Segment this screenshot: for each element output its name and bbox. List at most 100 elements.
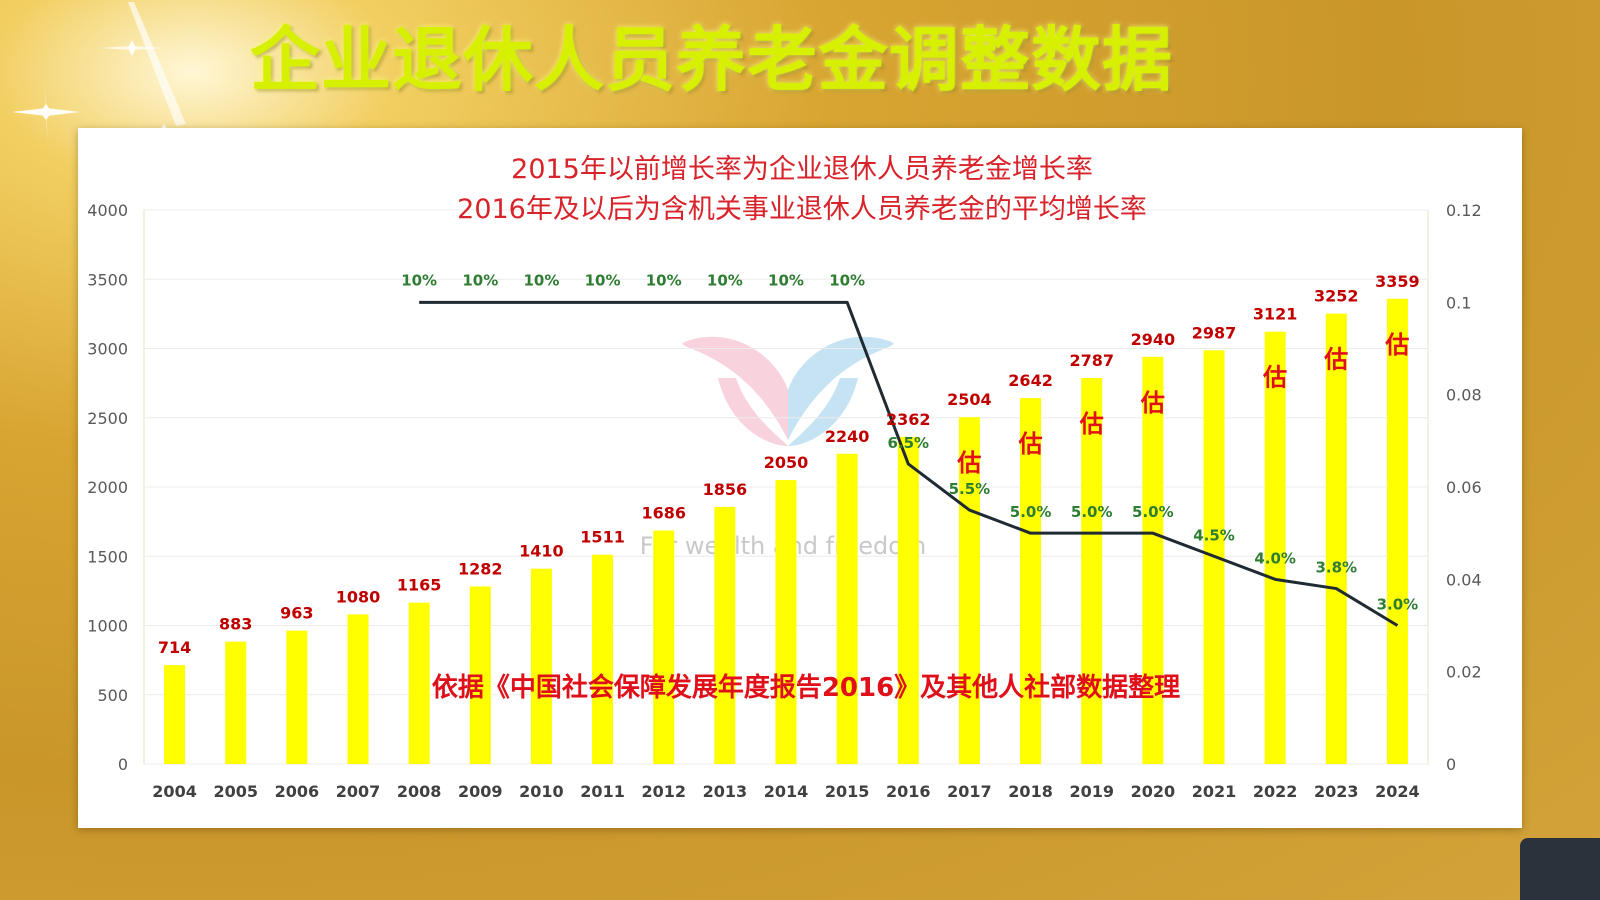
- estimate-marker: 估: [1323, 346, 1348, 374]
- source-annotation: 依据《中国社会保障发展年度报告2016》及其他人社部数据整理: [432, 672, 1180, 703]
- x-axis-tick-label: 2011: [580, 782, 625, 801]
- x-axis-tick-label: 2012: [641, 782, 686, 801]
- bar-value-label: 1165: [397, 576, 442, 595]
- bar: [775, 480, 797, 764]
- pension-chart: For wealth and freedom 05001000150020002…: [87, 154, 1482, 801]
- bar-value-label: 2240: [825, 427, 870, 446]
- right-axis-tick-label: 0.08: [1446, 386, 1482, 405]
- right-axis-tick-label: 0.1: [1446, 293, 1471, 312]
- watermark-heart-logo: [682, 336, 894, 446]
- bar: [1386, 298, 1408, 764]
- estimate-marker: 估: [1018, 430, 1043, 458]
- rate-data-label: 5.0%: [1071, 503, 1113, 521]
- rate-data-label: 10%: [523, 271, 559, 289]
- bar-value-label: 883: [219, 615, 252, 634]
- bar-value-label: 2987: [1192, 323, 1237, 342]
- left-axis-tick-label: 1500: [87, 547, 128, 566]
- bar: [225, 641, 247, 764]
- corner-decoration: [1520, 838, 1600, 900]
- bar-value-label: 3121: [1253, 305, 1298, 324]
- left-axis-tick-label: 2500: [87, 409, 128, 428]
- chart-panel: For wealth and freedom 05001000150020002…: [78, 128, 1522, 828]
- bar: [408, 602, 430, 764]
- rate-data-label: 10%: [768, 271, 804, 289]
- x-axis-tick-label: 2016: [886, 782, 931, 801]
- x-axis-tick-label: 2013: [703, 782, 748, 801]
- estimate-marker: 估: [1384, 331, 1409, 359]
- bar-value-label: 2787: [1069, 351, 1114, 370]
- estimate-marker: 估: [1079, 410, 1104, 438]
- rate-data-label: 10%: [707, 271, 743, 289]
- rate-data-label: 5.0%: [1132, 503, 1174, 521]
- rate-data-label: 10%: [462, 271, 498, 289]
- x-axis-tick-label: 2022: [1253, 782, 1298, 801]
- left-axis-tick-label: 1000: [87, 617, 128, 636]
- bar-value-label: 963: [280, 604, 313, 623]
- bar: [592, 554, 614, 764]
- rate-data-label: 10%: [585, 271, 621, 289]
- right-axis-tick-label: 0: [1446, 755, 1456, 774]
- left-axis-tick-label: 3000: [87, 340, 128, 359]
- bar: [530, 568, 552, 764]
- left-axis-tick-label: 0: [118, 755, 128, 774]
- bar-value-label: 2504: [947, 390, 992, 409]
- rate-data-label: 3.0%: [1377, 596, 1419, 614]
- growth-rate-line: [419, 300, 1399, 627]
- bar-value-label: 2362: [886, 410, 931, 429]
- bar-value-label: 2050: [764, 453, 809, 472]
- bar-value-label: 1410: [519, 542, 564, 561]
- x-axis-tick-label: 2019: [1069, 782, 1114, 801]
- bar: [1142, 356, 1164, 764]
- left-axis-tick-label: 3500: [87, 270, 128, 289]
- rate-data-label: 4.5%: [1193, 526, 1235, 544]
- x-axis-tick-label: 2018: [1008, 782, 1053, 801]
- rate-data-label: 5.5%: [949, 480, 991, 498]
- bar: [1020, 398, 1042, 764]
- rate-data-label: 10%: [401, 271, 437, 289]
- left-axis-tick-label: 2000: [87, 478, 128, 497]
- x-axis-tick-label: 2004: [152, 782, 197, 801]
- bar: [469, 586, 491, 764]
- bar-value-label: 2940: [1131, 330, 1176, 349]
- x-axis-tick-label: 2021: [1192, 782, 1237, 801]
- estimate-marker: 估: [1140, 389, 1165, 417]
- x-axis-tick-label: 2010: [519, 782, 564, 801]
- page-title: 企业退休人员养老金调整数据: [250, 19, 1173, 101]
- bar: [347, 614, 369, 764]
- bar: [897, 436, 919, 764]
- rate-data-label: 5.0%: [1010, 503, 1052, 521]
- rate-data-label: 3.8%: [1315, 559, 1357, 577]
- x-axis-tick-label: 2023: [1314, 782, 1359, 801]
- right-axis-tick-label: 0.12: [1446, 201, 1482, 220]
- bar: [714, 506, 736, 764]
- bar-value-label: 2642: [1008, 371, 1053, 390]
- bar: [1325, 313, 1347, 764]
- right-axis-tick-label: 0.06: [1446, 478, 1482, 497]
- chart-title-line-2: 2016年及以后为含机关事业退休人员养老金的平均增长率: [457, 194, 1147, 225]
- rate-data-label: 10%: [829, 271, 865, 289]
- bar: [164, 665, 186, 764]
- bar-value-label: 3252: [1314, 287, 1359, 306]
- x-axis-tick-label: 2007: [336, 782, 381, 801]
- bar-value-label: 1686: [641, 503, 686, 522]
- bar: [653, 530, 675, 764]
- rate-data-label: 10%: [646, 271, 682, 289]
- bar: [836, 453, 858, 764]
- bar-value-label: 1856: [703, 480, 748, 499]
- rate-data-label: 6.5%: [887, 434, 929, 452]
- x-axis-tick-label: 2005: [213, 782, 258, 801]
- bar: [958, 417, 980, 764]
- chart-title-line-1: 2015年以前增长率为企业退休人员养老金增长率: [511, 154, 1093, 185]
- bar-value-label: 1080: [336, 587, 381, 606]
- left-axis-tick-label: 4000: [87, 201, 128, 220]
- rate-data-label: 4.0%: [1254, 549, 1296, 567]
- bar-value-label: 3359: [1375, 272, 1420, 291]
- x-axis-tick-label: 2014: [764, 782, 809, 801]
- bar: [1081, 378, 1103, 764]
- x-axis-tick-label: 2024: [1375, 782, 1420, 801]
- x-axis-tick-label: 2006: [275, 782, 320, 801]
- estimate-marker: 估: [956, 449, 981, 477]
- right-axis-tick-label: 0.04: [1446, 570, 1482, 589]
- right-axis-tick-label: 0.02: [1446, 663, 1482, 682]
- x-axis-tick-label: 2009: [458, 782, 503, 801]
